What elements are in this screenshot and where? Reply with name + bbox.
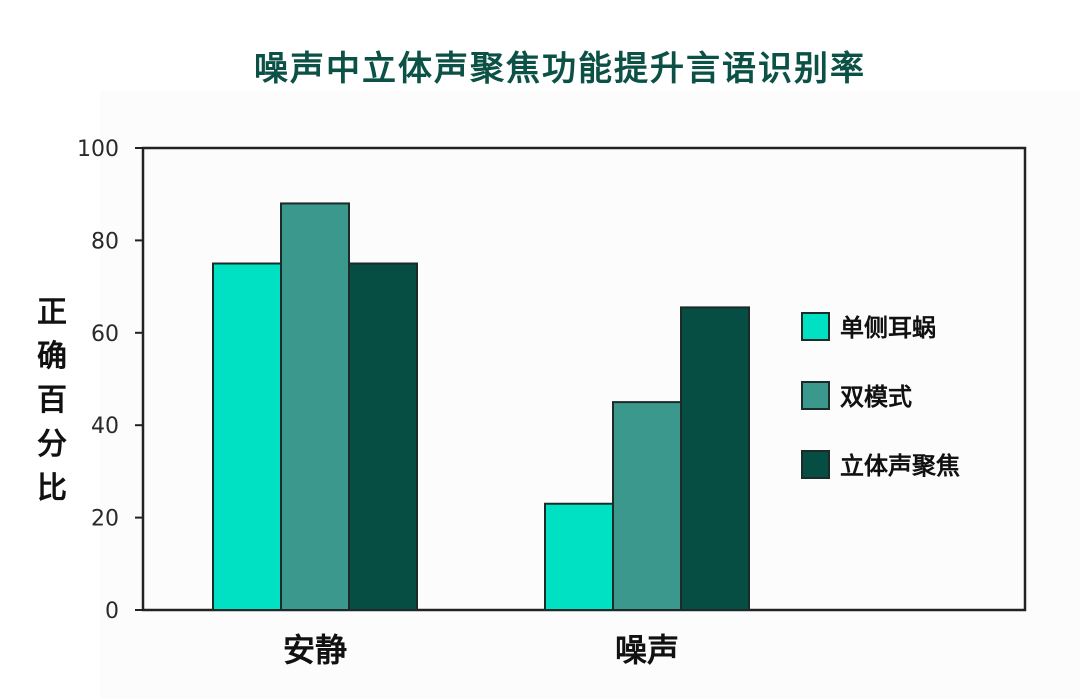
y-axis-title-char: 百 bbox=[37, 383, 67, 418]
bar bbox=[544, 502, 614, 611]
bar-group bbox=[212, 202, 750, 611]
y-tick-label: 60 bbox=[91, 322, 119, 347]
legend-label: 双模式 bbox=[840, 383, 912, 411]
bar bbox=[348, 262, 418, 611]
legend-swatch bbox=[801, 381, 830, 410]
bar bbox=[612, 401, 682, 611]
legend-label: 立体声聚焦 bbox=[840, 452, 960, 480]
y-axis-title-char: 确 bbox=[37, 339, 67, 374]
legend-swatch bbox=[801, 312, 830, 341]
y-axis-title-char: 比 bbox=[37, 471, 67, 506]
chart-title: 噪声中立体声聚焦功能提升言语识别率 bbox=[254, 49, 866, 89]
legend-swatch bbox=[801, 450, 830, 479]
y-axis-title-char: 分 bbox=[37, 427, 67, 462]
y-tick-label: 20 bbox=[91, 507, 119, 532]
x-category-label: 噪声 bbox=[615, 631, 679, 669]
bar bbox=[212, 262, 282, 611]
bar bbox=[680, 306, 750, 611]
y-tick-label: 80 bbox=[91, 229, 119, 254]
y-tick-label: 40 bbox=[91, 414, 119, 439]
x-axis-categories: 安静 噪声 bbox=[283, 631, 679, 669]
y-axis-title-char: 正 bbox=[37, 295, 67, 330]
y-tick-label: 0 bbox=[105, 599, 119, 624]
y-axis-ticks: 0 20 40 60 80 100 bbox=[77, 137, 143, 624]
y-tick-label: 100 bbox=[77, 137, 119, 162]
legend-label: 单侧耳蜗 bbox=[840, 314, 936, 342]
bar bbox=[280, 202, 350, 611]
x-category-label: 安静 bbox=[283, 631, 347, 669]
